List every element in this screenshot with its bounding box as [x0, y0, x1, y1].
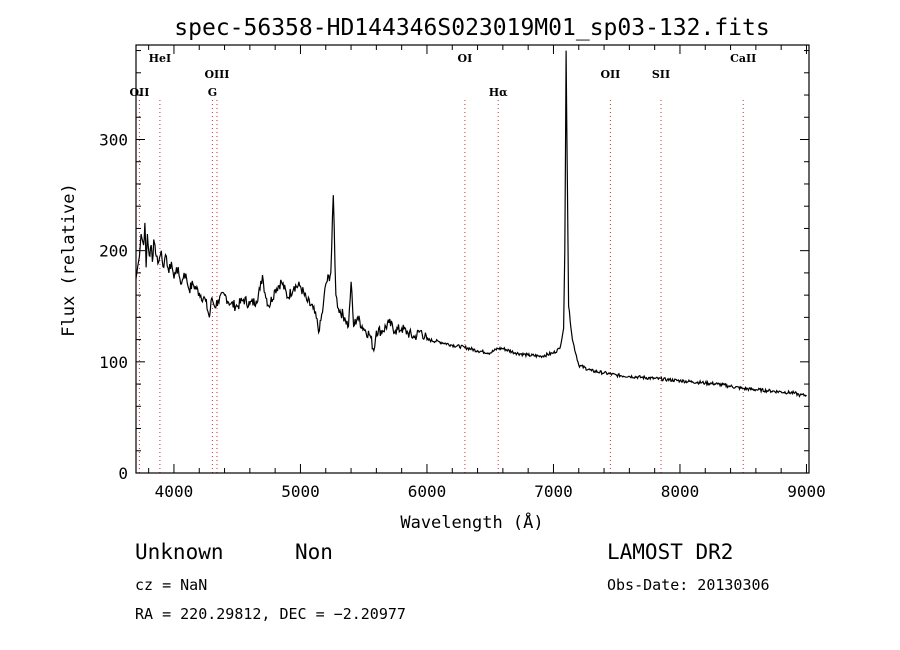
x-tick-label: 6000 — [408, 482, 447, 501]
redshift-cz: cz = NaN — [135, 576, 208, 594]
x-tick-label: 5000 — [281, 482, 320, 501]
x-axis-label: Wavelength (Å) — [400, 511, 543, 533]
x-tick-label: 8000 — [661, 482, 700, 501]
x-tick-label: 7000 — [534, 482, 573, 501]
y-tick-label: 300 — [99, 130, 128, 149]
object-class: Unknown — [135, 540, 224, 564]
line-label-sii: SII — [652, 68, 670, 81]
x-tick-label: 9000 — [787, 482, 826, 501]
line-label-oii: OII — [129, 86, 149, 99]
axis-ticks: 4000 5000 6000 7000 8000 9000 0 100 200 300 — [99, 45, 826, 501]
chart-title: spec-56358-HD144346S023019M01_sp03-132.f… — [174, 15, 769, 41]
emission-line-markers: OII HeI OIII G OI Hα OII SII CaII — [129, 52, 756, 473]
plot-frame — [135, 44, 810, 474]
line-label-caii: CaII — [730, 52, 756, 65]
observation-date: Obs-Date: 20130306 — [607, 576, 770, 594]
line-label-hei: HeI — [149, 52, 172, 65]
object-subclass: Non — [295, 540, 333, 564]
line-label-oiii: OIII — [204, 68, 229, 81]
flux-series-line — [135, 50, 807, 398]
y-tick-label: 0 — [118, 464, 128, 483]
y-axis-label: Flux (relative) — [59, 183, 79, 337]
line-label-hα: Hα — [489, 86, 508, 99]
y-tick-label: 200 — [99, 242, 128, 261]
ra-dec-coordinates: RA = 220.29812, DEC = −2.20977 — [135, 605, 406, 623]
y-tick-label: 100 — [99, 353, 128, 372]
x-tick-label: 4000 — [155, 482, 194, 501]
line-label-oii: OII — [600, 68, 620, 81]
survey-name: LAMOST DR2 — [607, 540, 734, 564]
line-label-g: G — [208, 86, 217, 99]
line-label-oi: OI — [458, 52, 473, 65]
